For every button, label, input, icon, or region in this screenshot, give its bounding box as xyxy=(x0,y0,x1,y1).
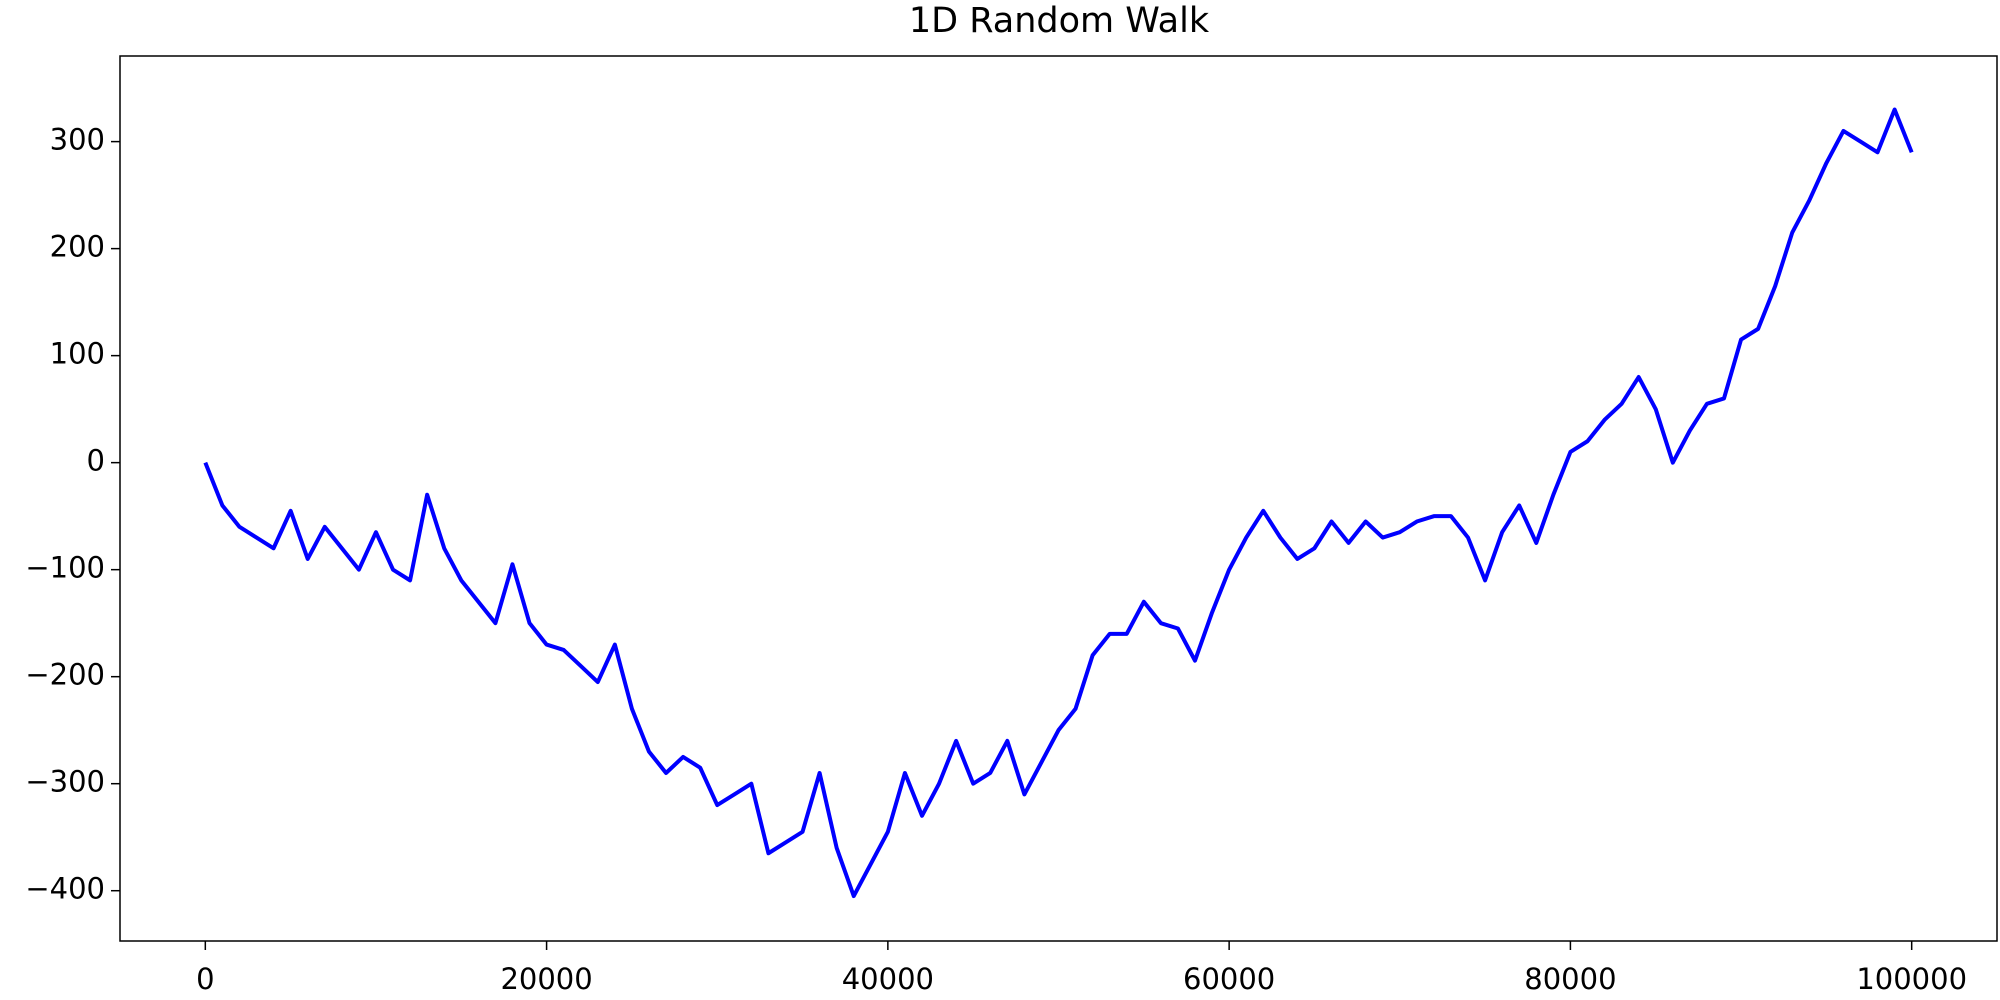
plot-frame xyxy=(119,55,1998,942)
y-tick-label: 200 xyxy=(50,230,105,264)
x-tick-label: 80000 xyxy=(1524,962,1616,996)
walk-line xyxy=(203,107,1914,899)
x-tick-label: 20000 xyxy=(500,962,592,996)
x-tick-label: 60000 xyxy=(1183,962,1275,996)
y-tick-label: 100 xyxy=(50,337,105,371)
y-tick-label: −300 xyxy=(25,765,105,799)
x-tick-label: 40000 xyxy=(842,962,934,996)
x-tick-label: 100000 xyxy=(1856,962,1967,996)
chart-title: 1D Random Walk xyxy=(909,1,1210,41)
x-tick-label: 0 xyxy=(196,962,214,996)
y-tick-label: −400 xyxy=(25,872,105,906)
y-tick-label: 0 xyxy=(87,444,105,478)
y-tick-label: −200 xyxy=(25,658,105,692)
y-tick-label: 300 xyxy=(50,123,105,157)
y-tick-label: −100 xyxy=(25,551,105,585)
